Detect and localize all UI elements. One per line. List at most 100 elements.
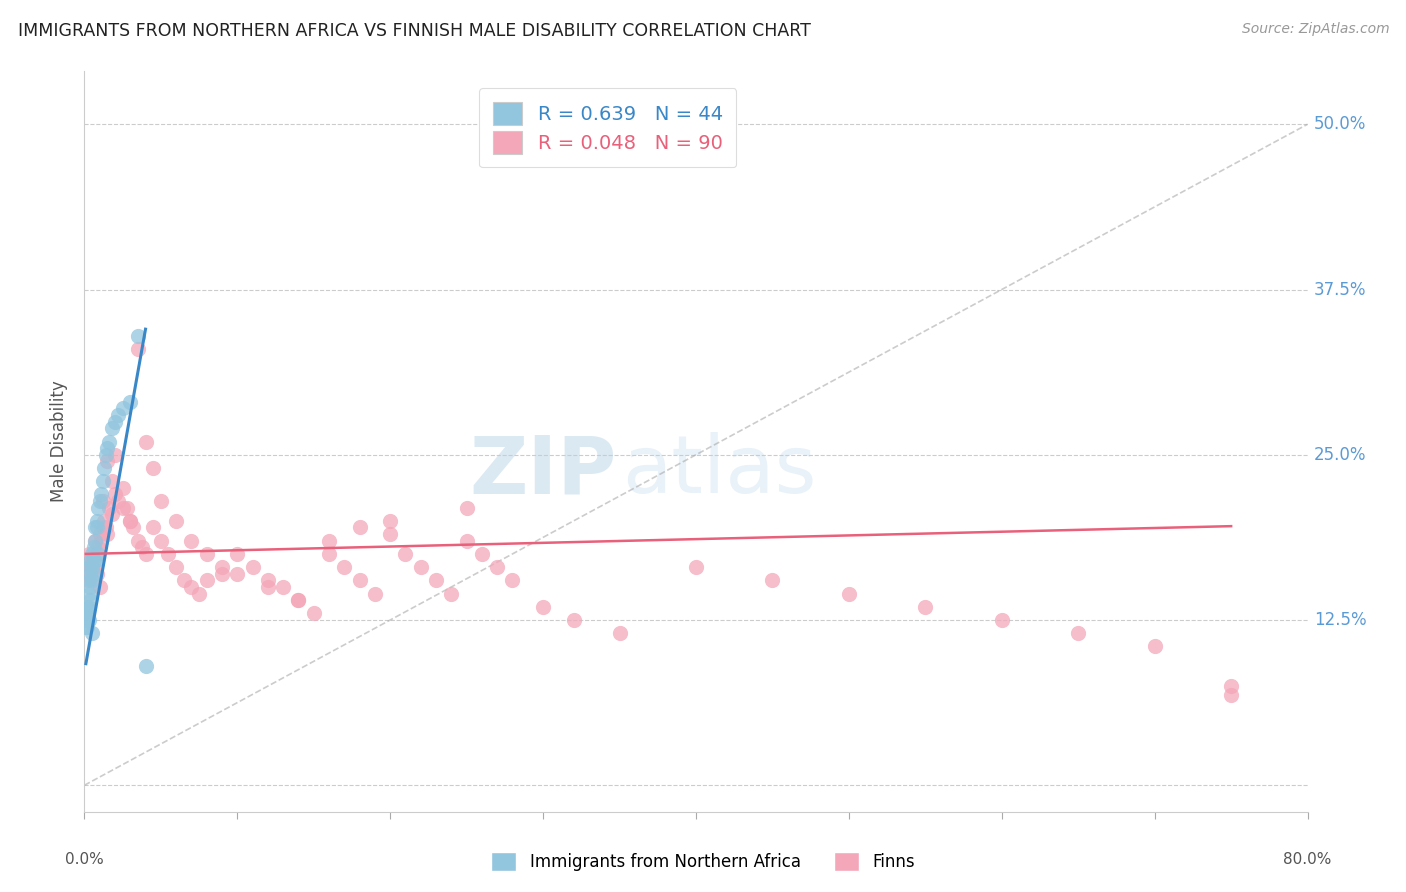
Point xyxy=(87,541,110,555)
Point xyxy=(180,580,202,594)
Point xyxy=(318,547,340,561)
Point xyxy=(80,553,103,567)
Point xyxy=(135,547,157,561)
Point xyxy=(991,613,1014,627)
Point xyxy=(226,566,249,581)
Point xyxy=(440,586,463,600)
Point xyxy=(77,613,100,627)
Point xyxy=(80,547,103,561)
Y-axis label: Male Disability: Male Disability xyxy=(51,381,69,502)
Point xyxy=(76,574,98,588)
Text: 12.5%: 12.5% xyxy=(1313,611,1367,629)
Text: IMMIGRANTS FROM NORTHERN AFRICA VS FINNISH MALE DISABILITY CORRELATION CHART: IMMIGRANTS FROM NORTHERN AFRICA VS FINNI… xyxy=(18,22,811,40)
Point xyxy=(127,328,149,343)
Point xyxy=(86,547,108,561)
Point xyxy=(76,607,98,621)
Point xyxy=(84,533,107,548)
Point xyxy=(104,487,127,501)
Point xyxy=(94,520,117,534)
Point xyxy=(101,474,124,488)
Point xyxy=(111,401,134,416)
Point xyxy=(80,560,103,574)
Point xyxy=(91,494,114,508)
Point xyxy=(90,487,112,501)
Point xyxy=(127,533,149,548)
Point xyxy=(86,566,108,581)
Point xyxy=(456,500,478,515)
Point xyxy=(75,613,97,627)
Point xyxy=(75,620,97,634)
Point xyxy=(471,547,494,561)
Point xyxy=(242,560,264,574)
Point xyxy=(107,494,129,508)
Point xyxy=(1220,679,1243,693)
Point xyxy=(149,494,172,508)
Point xyxy=(96,441,118,455)
Point xyxy=(195,574,218,588)
Text: Source: ZipAtlas.com: Source: ZipAtlas.com xyxy=(1241,22,1389,37)
Point xyxy=(122,520,145,534)
Point xyxy=(79,553,101,567)
Point xyxy=(76,620,98,634)
Point xyxy=(226,547,249,561)
Point xyxy=(77,560,100,574)
Point xyxy=(165,560,187,574)
Point xyxy=(89,494,111,508)
Point xyxy=(79,560,101,574)
Point xyxy=(111,500,134,515)
Point xyxy=(120,514,142,528)
Text: atlas: atlas xyxy=(623,432,817,510)
Point xyxy=(1067,626,1090,640)
Point xyxy=(135,434,157,449)
Point xyxy=(75,566,97,581)
Point xyxy=(89,580,111,594)
Point xyxy=(120,395,142,409)
Point xyxy=(87,500,110,515)
Point xyxy=(149,533,172,548)
Point xyxy=(257,580,280,594)
Point xyxy=(94,448,117,462)
Point xyxy=(83,566,105,581)
Point xyxy=(914,599,936,614)
Point xyxy=(380,514,402,528)
Point xyxy=(111,481,134,495)
Point xyxy=(93,514,115,528)
Point xyxy=(87,547,110,561)
Point xyxy=(86,520,108,534)
Point xyxy=(77,586,100,600)
Point xyxy=(211,560,233,574)
Legend: R = 0.639   N = 44, R = 0.048   N = 90: R = 0.639 N = 44, R = 0.048 N = 90 xyxy=(479,88,737,168)
Point xyxy=(257,574,280,588)
Point xyxy=(76,599,98,614)
Point xyxy=(76,613,98,627)
Point xyxy=(79,593,101,607)
Point xyxy=(142,520,165,534)
Text: 25.0%: 25.0% xyxy=(1313,446,1367,464)
Point xyxy=(77,547,100,561)
Point xyxy=(211,566,233,581)
Legend: Immigrants from Northern Africa, Finns: Immigrants from Northern Africa, Finns xyxy=(482,843,924,880)
Point xyxy=(97,500,120,515)
Point xyxy=(364,586,387,600)
Point xyxy=(318,533,340,548)
Point xyxy=(349,520,371,534)
Point xyxy=(394,547,416,561)
Point xyxy=(195,547,218,561)
Point xyxy=(101,508,124,522)
Point xyxy=(333,560,356,574)
Point xyxy=(80,574,103,588)
Point xyxy=(425,574,447,588)
Point xyxy=(84,533,107,548)
Point xyxy=(1220,689,1243,703)
Point xyxy=(80,626,103,640)
Text: 0.0%: 0.0% xyxy=(65,853,104,867)
Point xyxy=(287,593,309,607)
Point xyxy=(142,461,165,475)
Point xyxy=(1143,640,1166,654)
Point xyxy=(91,474,114,488)
Point xyxy=(838,586,860,600)
Point xyxy=(456,533,478,548)
Point xyxy=(531,599,554,614)
Point xyxy=(131,541,153,555)
Point xyxy=(486,560,509,574)
